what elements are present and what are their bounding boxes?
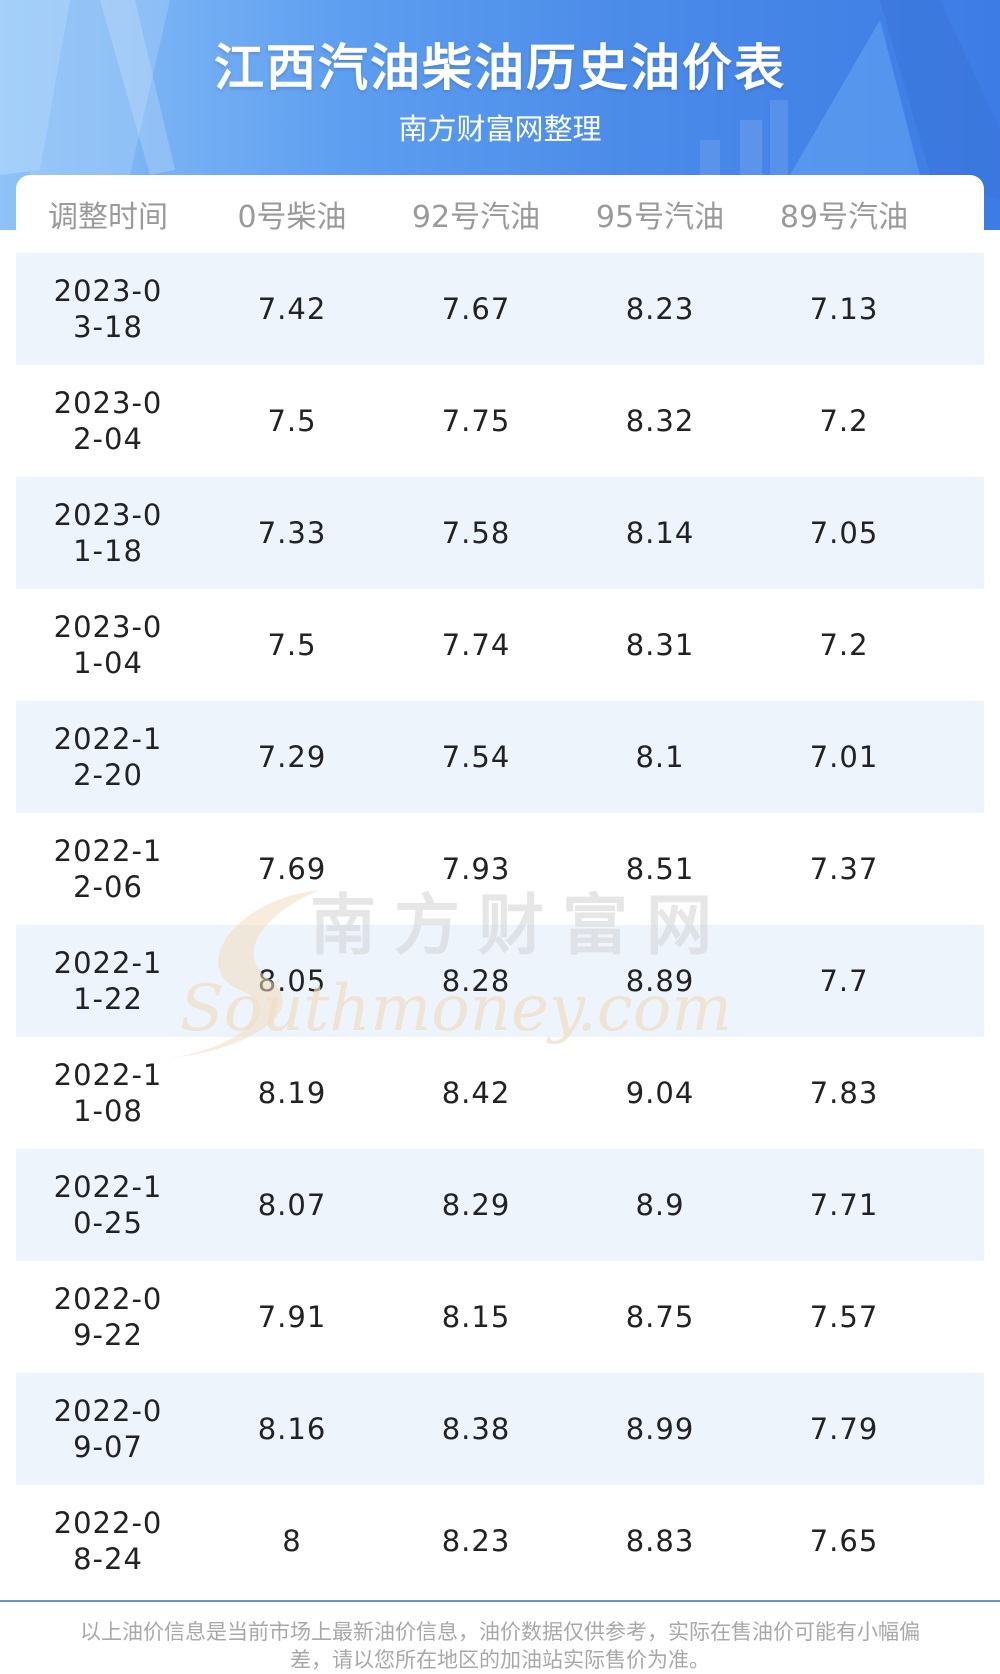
- cell-diesel-0: 7.69: [257, 852, 327, 886]
- cell-gasoline-95: 8.99: [625, 1412, 695, 1446]
- cell-gasoline-95: 8.23: [625, 292, 695, 326]
- cell-diesel-0: 7.29: [257, 740, 327, 774]
- cell-gasoline-89: 7.2: [819, 404, 869, 438]
- cell-diesel-0: 7.33: [257, 516, 327, 550]
- cell-date: 2023-01-04: [53, 610, 163, 680]
- cell-gasoline-89: 7.65: [809, 1524, 879, 1558]
- cell-gasoline-95: 8.14: [625, 516, 695, 550]
- cell-date: 2022-09-07: [53, 1394, 163, 1464]
- price-table: 调整时间 0号柴油 92号汽油 95号汽油 89号汽油 2023-03-18 7…: [16, 175, 984, 1601]
- cell-gasoline-92: 8.42: [441, 1076, 511, 1110]
- cell-gasoline-92: 7.58: [441, 516, 511, 550]
- cell-diesel-0: 8: [282, 1524, 302, 1558]
- cell-date: 2022-11-08: [53, 1058, 163, 1128]
- table-row: 2022-12-06 7.69 7.93 8.51 7.37: [16, 813, 984, 925]
- column-header-gasoline-95: 95号汽油: [595, 200, 725, 235]
- table-row: 2022-08-24 8 8.23 8.83 7.65: [16, 1485, 984, 1597]
- cell-gasoline-89: 7.05: [809, 516, 879, 550]
- footer-disclaimer: 以上油价信息是当前市场上最新油价信息，油价数据仅供参考，实际在售油价可能有小幅偏…: [80, 1620, 920, 1672]
- cell-gasoline-92: 8.23: [441, 1524, 511, 1558]
- column-header-diesel-0: 0号柴油: [237, 200, 347, 235]
- table-body: 2023-03-18 7.42 7.67 8.23 7.13 2023-02-0…: [16, 253, 984, 1597]
- decorative-building-graphic: [0, 0, 1000, 200]
- page-subtitle: 南方财富网整理: [398, 112, 602, 146]
- table-row: 2022-09-07 8.16 8.38 8.99 7.79: [16, 1373, 984, 1485]
- cell-gasoline-95: 8.89: [625, 964, 695, 998]
- cell-date: 2022-10-25: [53, 1170, 163, 1240]
- cell-gasoline-95: 8.31: [625, 628, 695, 662]
- cell-gasoline-95: 8.1: [635, 740, 685, 774]
- table-row: 2023-01-04 7.5 7.74 8.31 7.2: [16, 589, 984, 701]
- cell-gasoline-89: 7.83: [809, 1076, 879, 1110]
- cell-gasoline-92: 8.28: [441, 964, 511, 998]
- table-row: 2023-01-18 7.33 7.58 8.14 7.05: [16, 477, 984, 589]
- cell-gasoline-89: 7.13: [809, 292, 879, 326]
- table-row: 2023-03-18 7.42 7.67 8.23 7.13: [16, 253, 984, 365]
- table-row: 2023-02-04 7.5 7.75 8.32 7.2: [16, 365, 984, 477]
- footer-divider: [0, 1600, 1000, 1602]
- cell-diesel-0: 8.05: [257, 964, 327, 998]
- page-title: 江西汽油柴油历史油价表: [214, 39, 786, 97]
- cell-date: 2022-11-22: [53, 946, 163, 1016]
- cell-gasoline-92: 8.29: [441, 1188, 511, 1222]
- cell-date: 2022-08-24: [53, 1506, 163, 1576]
- table-row: 2022-09-22 7.91 8.15 8.75 7.57: [16, 1261, 984, 1373]
- cell-gasoline-89: 7.2: [819, 628, 869, 662]
- column-header-date: 调整时间: [48, 200, 168, 235]
- cell-gasoline-89: 7.7: [819, 964, 869, 998]
- cell-gasoline-95: 8.75: [625, 1300, 695, 1334]
- cell-gasoline-89: 7.71: [809, 1188, 879, 1222]
- cell-date: 2023-03-18: [53, 274, 163, 344]
- table-row: 2022-11-08 8.19 8.42 9.04 7.83: [16, 1037, 984, 1149]
- cell-gasoline-89: 7.79: [809, 1412, 879, 1446]
- cell-gasoline-92: 7.75: [441, 404, 511, 438]
- cell-diesel-0: 8.16: [257, 1412, 327, 1446]
- cell-gasoline-92: 8.15: [441, 1300, 511, 1334]
- cell-gasoline-92: 7.93: [441, 852, 511, 886]
- cell-gasoline-89: 7.37: [809, 852, 879, 886]
- cell-date: 2023-01-18: [53, 498, 163, 568]
- column-header-gasoline-92: 92号汽油: [411, 200, 541, 235]
- cell-gasoline-92: 7.67: [441, 292, 511, 326]
- cell-diesel-0: 8.07: [257, 1188, 327, 1222]
- cell-gasoline-95: 9.04: [625, 1076, 695, 1110]
- cell-gasoline-92: 8.38: [441, 1412, 511, 1446]
- table-row: 2022-11-22 8.05 8.28 8.89 7.7: [16, 925, 984, 1037]
- cell-gasoline-92: 7.54: [441, 740, 511, 774]
- cell-date: 2022-12-06: [53, 834, 163, 904]
- table-header: 调整时间 0号柴油 92号汽油 95号汽油 89号汽油: [16, 175, 984, 253]
- cell-gasoline-95: 8.32: [625, 404, 695, 438]
- cell-gasoline-89: 7.01: [809, 740, 879, 774]
- cell-diesel-0: 7.5: [267, 404, 317, 438]
- cell-gasoline-95: 8.51: [625, 852, 695, 886]
- table-row: 2022-12-20 7.29 7.54 8.1 7.01: [16, 701, 984, 813]
- cell-gasoline-89: 7.57: [809, 1300, 879, 1334]
- cell-diesel-0: 8.19: [257, 1076, 327, 1110]
- cell-date: 2022-09-22: [53, 1282, 163, 1352]
- column-header-gasoline-89: 89号汽油: [779, 200, 909, 235]
- cell-diesel-0: 7.91: [257, 1300, 327, 1334]
- cell-gasoline-92: 7.74: [441, 628, 511, 662]
- cell-date: 2023-02-04: [53, 386, 163, 456]
- cell-date: 2022-12-20: [53, 722, 163, 792]
- cell-diesel-0: 7.42: [257, 292, 327, 326]
- table-row: 2022-10-25 8.07 8.29 8.9 7.71: [16, 1149, 984, 1261]
- cell-gasoline-95: 8.83: [625, 1524, 695, 1558]
- cell-gasoline-95: 8.9: [635, 1188, 685, 1222]
- cell-diesel-0: 7.5: [267, 628, 317, 662]
